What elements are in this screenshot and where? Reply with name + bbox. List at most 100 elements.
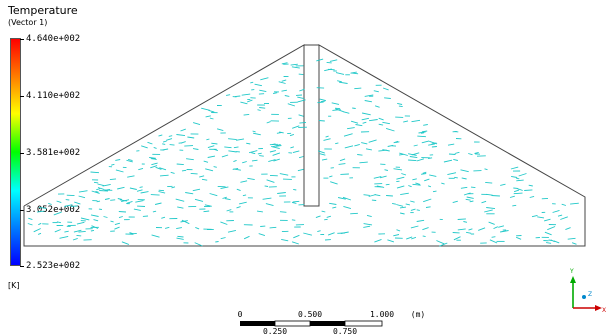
scale-bar-segment: [240, 321, 275, 326]
velocity-vector: [323, 138, 331, 141]
velocity-vector: [298, 73, 304, 76]
velocity-vector: [447, 172, 457, 176]
velocity-vector: [427, 185, 432, 188]
velocity-vector: [114, 222, 121, 226]
velocity-vector: [181, 169, 187, 172]
velocity-vector: [48, 202, 52, 205]
velocity-vector: [378, 117, 384, 121]
velocity-vector: [393, 168, 403, 171]
velocity-vector: [209, 117, 214, 120]
velocity-vector: [398, 105, 403, 108]
velocity-vector: [337, 80, 342, 83]
velocity-vector: [411, 236, 417, 240]
velocity-vector: [529, 195, 535, 198]
velocity-vector: [204, 204, 212, 207]
velocity-vector: [500, 230, 509, 233]
velocity-vector: [194, 198, 204, 202]
velocity-vector: [357, 154, 363, 156]
velocity-vector: [339, 81, 348, 84]
velocity-vector: [253, 132, 261, 136]
velocity-vector: [194, 242, 203, 247]
velocity-vector: [224, 198, 231, 201]
velocity-vector: [457, 228, 466, 231]
velocity-vector: [355, 124, 363, 127]
velocity-vector: [279, 173, 289, 176]
velocity-vector: [236, 138, 245, 141]
velocity-vector: [192, 148, 199, 150]
velocity-vector: [78, 195, 86, 199]
axis-y-arrow: [570, 276, 576, 283]
velocity-vector: [171, 186, 176, 189]
velocity-vector: [190, 172, 198, 175]
velocity-vector: [317, 150, 325, 154]
velocity-vector: [140, 191, 149, 194]
velocity-vector: [364, 100, 372, 103]
scale-label: 0: [237, 310, 243, 319]
velocity-vector: [428, 157, 433, 159]
velocity-vector: [468, 153, 473, 156]
velocity-vector: [115, 159, 121, 161]
velocity-vector: [303, 232, 313, 236]
velocity-vector: [110, 199, 116, 201]
velocity-vector: [104, 198, 110, 200]
velocity-vector: [185, 192, 194, 195]
velocity-vector: [224, 146, 232, 149]
velocity-vector: [297, 99, 306, 103]
velocity-vector: [422, 227, 429, 231]
velocity-vector: [90, 229, 95, 232]
velocity-vector: [233, 168, 241, 171]
velocity-vector: [324, 218, 328, 221]
axis-x-arrow: [595, 305, 602, 311]
velocity-vector: [406, 236, 413, 240]
velocity-vector: [347, 127, 355, 130]
velocity-vector: [234, 95, 241, 98]
velocity-vector: [246, 142, 251, 145]
velocity-vector: [369, 119, 378, 122]
tick-mark: [20, 210, 24, 211]
velocity-vector: [320, 100, 326, 103]
velocity-vector: [326, 61, 332, 64]
velocity-vector: [220, 186, 229, 190]
velocity-vector: [466, 231, 472, 234]
velocity-vector: [192, 188, 201, 192]
velocity-vector: [405, 203, 411, 206]
velocity-vector: [518, 173, 527, 177]
velocity-vector: [153, 146, 157, 149]
velocity-vector: [278, 81, 286, 84]
velocity-vector: [264, 185, 269, 187]
velocity-vector: [553, 240, 560, 244]
velocity-vector: [432, 190, 437, 193]
velocity-vector: [220, 237, 226, 240]
velocity-vector: [110, 220, 114, 223]
velocity-vector: [382, 121, 390, 125]
velocity-vector: [141, 145, 148, 149]
velocity-vector: [431, 146, 437, 148]
velocity-vector: [335, 108, 344, 113]
velocity-vector: [220, 221, 228, 225]
velocity-vector: [338, 163, 346, 165]
velocity-vector: [491, 236, 496, 238]
velocity-vector: [258, 233, 266, 237]
velocity-vector: [362, 112, 371, 116]
velocity-vector: [416, 209, 420, 211]
velocity-vector: [298, 156, 304, 159]
scale-label: 0.250: [262, 327, 288, 336]
velocity-vector: [226, 209, 232, 212]
velocity-vector: [412, 178, 417, 181]
velocity-vector: [205, 168, 214, 172]
velocity-vector: [129, 232, 135, 235]
velocity-vector: [136, 189, 143, 192]
velocity-vector: [257, 109, 261, 111]
velocity-vector: [338, 197, 346, 200]
velocity-vector: [155, 166, 162, 170]
velocity-vector: [64, 230, 69, 233]
velocity-vector: [546, 242, 552, 244]
velocity-vector: [460, 186, 468, 189]
velocity-vector: [262, 197, 272, 200]
velocity-vector: [95, 190, 99, 193]
scale-label: 1.000: [369, 310, 395, 319]
velocity-vector: [329, 59, 338, 62]
velocity-vector: [453, 236, 461, 241]
velocity-vector: [239, 201, 247, 205]
